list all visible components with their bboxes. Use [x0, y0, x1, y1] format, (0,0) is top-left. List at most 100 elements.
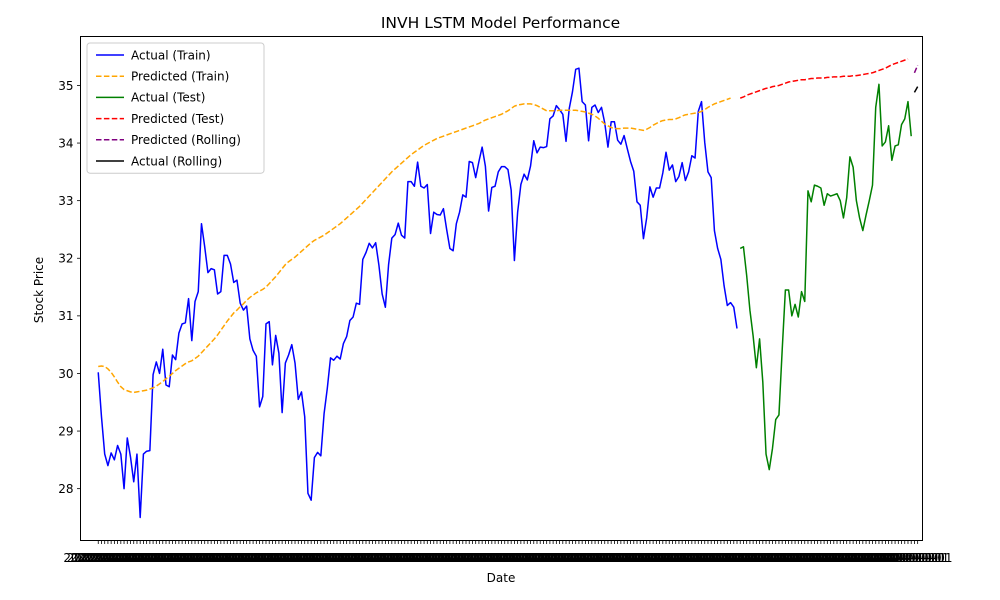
- x-tick-label-44: 2022-01-01: [205, 551, 275, 565]
- x-tick-label-133: 2022-01-01: [492, 551, 562, 565]
- x-tick-label-40: 2022-01-01: [192, 551, 262, 565]
- x-tick-label-241: 2022-01-01: [841, 551, 911, 565]
- x-tick-label-120: 2022-01-01: [450, 551, 520, 565]
- x-tick-label-102: 2022-01-01: [392, 551, 462, 565]
- x-tick-label-106: 2022-01-01: [405, 551, 475, 565]
- x-tick-label-74: 2022-01-01: [302, 551, 372, 565]
- x-tick-label-207: 2022-01-01: [731, 551, 801, 565]
- x-tick-label-180: 2022-01-01: [644, 551, 714, 565]
- x-tick-label-61: 2022-01-01: [260, 551, 330, 565]
- x-tick-label-171: 2022-01-01: [615, 551, 685, 565]
- x-tick-label-114: 2022-01-01: [431, 551, 501, 565]
- x-tick-label-14: 2022-01-01: [109, 551, 179, 565]
- x-tick-label-88: 2022-01-01: [347, 551, 417, 565]
- x-tick-label-50: 2022-01-01: [225, 551, 295, 565]
- x-tick-label-217: 2022-01-01: [763, 551, 833, 565]
- x-tick-label-39: 2022-01-01: [189, 551, 259, 565]
- x-tick-label-191: 2022-01-01: [680, 551, 750, 565]
- x-tick-label-89: 2022-01-01: [350, 551, 420, 565]
- x-tick-label-206: 2022-01-01: [728, 551, 798, 565]
- x-tick-label-94: 2022-01-01: [367, 551, 437, 565]
- x-tick-label-75: 2022-01-01: [305, 551, 375, 565]
- x-tick-label-53: 2022-01-01: [234, 551, 304, 565]
- legend-label-4: Predicted (Rolling): [131, 133, 241, 147]
- legend-label-3: Predicted (Test): [131, 112, 224, 126]
- y-tick-label-5: 33: [58, 194, 73, 208]
- x-tick-label-29: 2022-01-01: [157, 551, 227, 565]
- x-tick-label-144: 2022-01-01: [528, 551, 598, 565]
- x-tick-label-76: 2022-01-01: [309, 551, 379, 565]
- x-tick-label-96: 2022-01-01: [373, 551, 443, 565]
- x-tick-label-5: 2022-01-01: [79, 551, 149, 565]
- y-tick-label-4: 32: [58, 252, 73, 266]
- y-axis: 28 29 30 31 32 33 34 35: [58, 79, 81, 496]
- x-tick-label-242: 2022-01-01: [844, 551, 914, 565]
- x-tick-label-149: 2022-01-01: [544, 551, 614, 565]
- x-tick-label-16: 2022-01-01: [115, 551, 185, 565]
- x-tick-label-37: 2022-01-01: [183, 551, 253, 565]
- series-line-0: [97, 67, 738, 519]
- x-tick-label-108: 2022-01-01: [412, 551, 482, 565]
- x-tick-label-208: 2022-01-01: [734, 551, 804, 565]
- x-tick-label-247: 2022-01-01: [860, 551, 930, 565]
- x-tick-label-11: 2022-01-01: [99, 551, 169, 565]
- x-tick-label-158: 2022-01-01: [573, 551, 643, 565]
- x-tick-label-220: 2022-01-01: [773, 551, 843, 565]
- x-tick-label-65: 2022-01-01: [273, 551, 343, 565]
- x-tick-label-20: 2022-01-01: [128, 551, 198, 565]
- x-tick-label-79: 2022-01-01: [318, 551, 388, 565]
- x-tick-label-126: 2022-01-01: [470, 551, 540, 565]
- x-tick-label-185: 2022-01-01: [660, 551, 730, 565]
- x-tick-label-154: 2022-01-01: [560, 551, 630, 565]
- x-tick-label-125: 2022-01-01: [467, 551, 537, 565]
- x-tick-label-99: 2022-01-01: [383, 551, 453, 565]
- x-tick-label-87: 2022-01-01: [344, 551, 414, 565]
- x-tick-label-204: 2022-01-01: [721, 551, 791, 565]
- x-tick-label-246: 2022-01-01: [857, 551, 927, 565]
- x-tick-label-55: 2022-01-01: [241, 551, 311, 565]
- x-tick-label-212: 2022-01-01: [747, 551, 817, 565]
- x-tick-label-196: 2022-01-01: [696, 551, 766, 565]
- x-tick-label-33: 2022-01-01: [170, 551, 240, 565]
- x-tick-label-23: 2022-01-01: [138, 551, 208, 565]
- x-tick-label-137: 2022-01-01: [505, 551, 575, 565]
- x-tick-label-130: 2022-01-01: [483, 551, 553, 565]
- x-tick-label-10: 2022-01-01: [96, 551, 166, 565]
- x-tick-label-123: 2022-01-01: [460, 551, 530, 565]
- x-tick-label-188: 2022-01-01: [670, 551, 740, 565]
- x-tick-label-58: 2022-01-01: [250, 551, 320, 565]
- x-tick-label-107: 2022-01-01: [409, 551, 479, 565]
- x-axis: 2022-01-012022-01-012022-01-012022-01-01…: [63, 540, 953, 565]
- x-tick-label-254: 2022-01-01: [883, 551, 953, 565]
- x-tick-label-138: 2022-01-01: [509, 551, 579, 565]
- x-tick-label-100: 2022-01-01: [386, 551, 456, 565]
- x-tick-label-192: 2022-01-01: [683, 551, 753, 565]
- x-tick-label-66: 2022-01-01: [276, 551, 346, 565]
- x-tick-label-104: 2022-01-01: [399, 551, 469, 565]
- x-tick-label-189: 2022-01-01: [673, 551, 743, 565]
- x-tick-label-152: 2022-01-01: [554, 551, 624, 565]
- y-tick-label-2: 30: [58, 367, 73, 381]
- x-tick-label-237: 2022-01-01: [828, 551, 898, 565]
- x-tick-label-77: 2022-01-01: [312, 551, 382, 565]
- x-tick-label-97: 2022-01-01: [376, 551, 446, 565]
- x-tick-label-239: 2022-01-01: [834, 551, 904, 565]
- series-line-3: [739, 58, 909, 99]
- x-tick-label-32: 2022-01-01: [167, 551, 237, 565]
- x-tick-label-181: 2022-01-01: [647, 551, 717, 565]
- x-tick-label-98: 2022-01-01: [380, 551, 450, 565]
- x-tick-label-176: 2022-01-01: [631, 551, 701, 565]
- x-tick-label-248: 2022-01-01: [863, 551, 933, 565]
- x-tick-label-43: 2022-01-01: [202, 551, 272, 565]
- x-tick-label-48: 2022-01-01: [218, 551, 288, 565]
- x-tick-label-51: 2022-01-01: [228, 551, 298, 565]
- y-tick-label-1: 29: [58, 424, 73, 438]
- x-tick-label-13: 2022-01-01: [105, 551, 175, 565]
- x-tick-label-21: 2022-01-01: [131, 551, 201, 565]
- x-tick-label-129: 2022-01-01: [480, 551, 550, 565]
- x-tick-label-62: 2022-01-01: [263, 551, 333, 565]
- x-tick-label-68: 2022-01-01: [283, 551, 353, 565]
- x-tick-label-52: 2022-01-01: [231, 551, 301, 565]
- x-tick-label-38: 2022-01-01: [186, 551, 256, 565]
- x-tick-label-1: 2022-01-01: [67, 551, 137, 565]
